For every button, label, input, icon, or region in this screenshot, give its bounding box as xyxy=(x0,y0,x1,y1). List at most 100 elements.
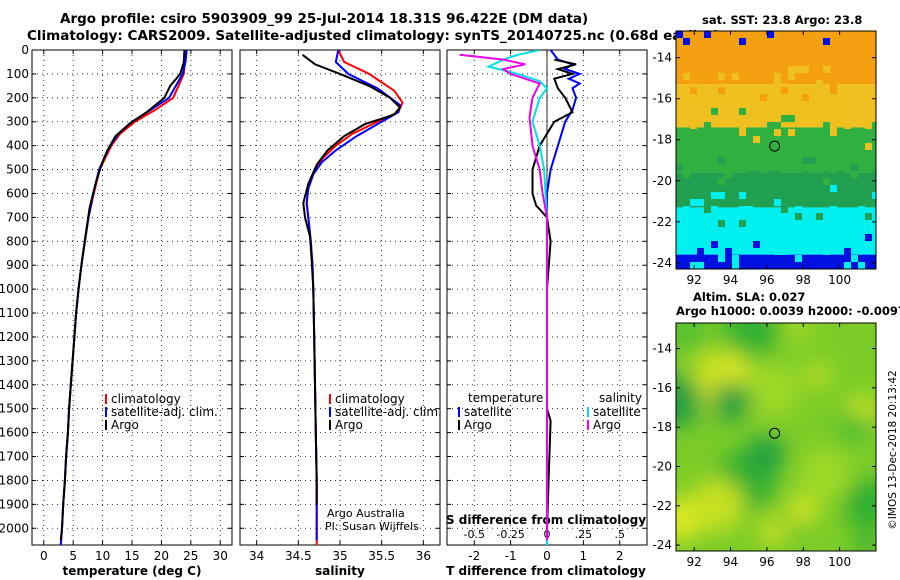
sst-cell xyxy=(739,45,746,52)
sst-cell xyxy=(816,143,823,150)
sst-cell xyxy=(858,129,865,136)
sst-cell xyxy=(851,220,858,227)
sst-cell xyxy=(690,129,697,136)
sst-y-tick-label: -18 xyxy=(652,133,672,147)
sst-cell xyxy=(690,87,697,94)
sst-cell xyxy=(837,45,844,52)
sst-cell xyxy=(683,171,690,178)
sst-cell xyxy=(732,136,739,143)
sst-cell xyxy=(802,262,809,269)
sst-cell xyxy=(802,143,809,150)
sst-cell xyxy=(711,87,718,94)
sst-map-panel: 92 94 96 98 100 -14 -16 -18 -20 -22 -24 xyxy=(652,30,877,287)
sst-cell xyxy=(725,150,732,157)
sst-cell xyxy=(809,199,816,206)
sst-cell xyxy=(683,178,690,185)
sst-cell xyxy=(865,122,872,129)
sst-cell xyxy=(739,38,746,45)
sst-cell xyxy=(830,66,837,73)
temp-x-tick-label: 25 xyxy=(183,549,198,563)
sst-cell xyxy=(788,150,795,157)
sst-cell xyxy=(746,206,753,213)
y-tick-label: 300 xyxy=(6,115,29,129)
diff-line-salinity-argo xyxy=(459,53,548,541)
diff-t-tick-label: -1 xyxy=(505,549,517,563)
y-tick-label: 1000 xyxy=(0,282,29,296)
sst-cell xyxy=(753,136,760,143)
sst-cell xyxy=(774,136,781,143)
sst-cell xyxy=(788,185,795,192)
sst-cell xyxy=(676,66,683,73)
sst-cell xyxy=(683,157,690,164)
sst-cell xyxy=(697,199,704,206)
sst-cell xyxy=(823,248,830,255)
sst-cell xyxy=(858,143,865,150)
sst-cell xyxy=(844,122,851,129)
sst-cell xyxy=(816,80,823,87)
sst-cell xyxy=(830,87,837,94)
sst-cell xyxy=(725,185,732,192)
sst-cell xyxy=(767,122,774,129)
sst-cell xyxy=(746,52,753,59)
sst-cell xyxy=(746,31,753,38)
sst-cell xyxy=(872,122,876,129)
sst-cell xyxy=(872,178,876,185)
sst-cell xyxy=(767,31,774,38)
sst-cell xyxy=(697,52,704,59)
sla-x-tick-label: 98 xyxy=(796,555,811,569)
sst-cell xyxy=(830,206,837,213)
sst-cell xyxy=(858,220,865,227)
sst-cell xyxy=(858,52,865,59)
sla-blob xyxy=(724,323,758,344)
sst-cell xyxy=(704,31,711,38)
diff-s-tick-label: -0.25 xyxy=(496,528,524,541)
sst-cell xyxy=(788,199,795,206)
sst-cell xyxy=(774,199,781,206)
diff-s-tick-label: .5 xyxy=(614,528,625,541)
sst-cell xyxy=(760,108,767,115)
sal-x-tick-label: 35 xyxy=(332,549,347,563)
sst-cell xyxy=(802,199,809,206)
sst-cell xyxy=(767,164,774,171)
sst-cell xyxy=(774,45,781,52)
sst-cell xyxy=(739,115,746,122)
y-tick-label: 1500 xyxy=(0,402,29,416)
sst-cell xyxy=(774,122,781,129)
sst-band xyxy=(676,84,876,128)
sst-cell xyxy=(739,157,746,164)
sst-cell xyxy=(718,101,725,108)
sal-legend-label: climatology xyxy=(335,392,405,406)
sst-field xyxy=(676,31,876,269)
sst-cell xyxy=(851,108,858,115)
sst-cell xyxy=(872,192,876,199)
sst-cell xyxy=(718,248,725,255)
sst-cell xyxy=(830,143,837,150)
temp-x-tick-label: 5 xyxy=(69,549,77,563)
diff-t-tick-label: 2 xyxy=(616,549,624,563)
sst-cell xyxy=(837,171,844,178)
sst-cell xyxy=(788,59,795,66)
sst-cell xyxy=(746,38,753,45)
sst-cell xyxy=(858,150,865,157)
sst-cell xyxy=(690,262,697,269)
sst-cell xyxy=(732,73,739,80)
sst-cell xyxy=(683,73,690,80)
sst-cell xyxy=(809,157,816,164)
sst-cell xyxy=(781,129,788,136)
sst-cell xyxy=(830,199,837,206)
y-tick-label: 1900 xyxy=(0,497,29,511)
sst-cell xyxy=(865,213,872,220)
sst-cell xyxy=(830,122,837,129)
sst-cell xyxy=(753,87,760,94)
sst-cell xyxy=(781,115,788,122)
sst-cell xyxy=(725,241,732,248)
temp-legend-label: satellite-adj. clim. xyxy=(111,405,218,419)
sst-cell xyxy=(788,227,795,234)
sst-cell xyxy=(851,150,858,157)
sla-y-tick-label: -24 xyxy=(652,538,672,552)
y-tick-label: 2000 xyxy=(0,521,29,535)
sst-cell xyxy=(725,234,732,241)
sst-cell xyxy=(844,157,851,164)
sla-blob xyxy=(711,381,752,422)
sst-cell xyxy=(725,101,732,108)
